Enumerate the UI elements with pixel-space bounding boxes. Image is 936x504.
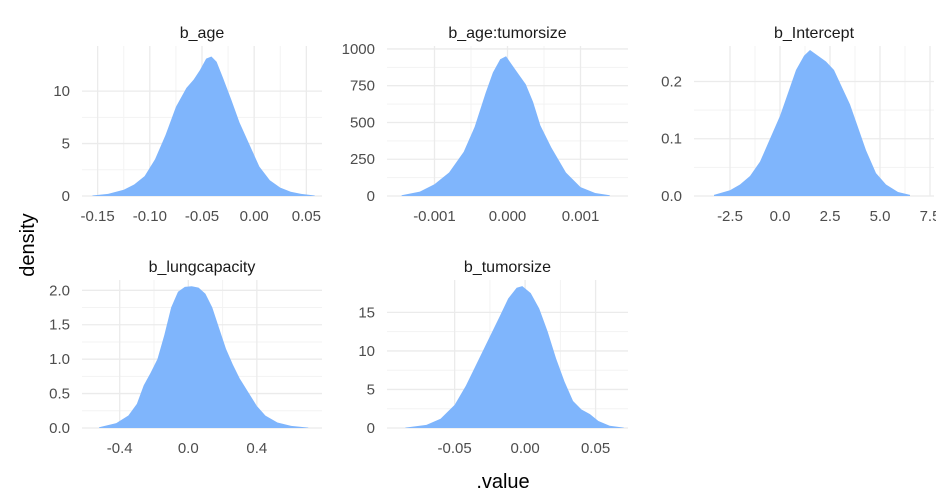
y-tick-label: 5 — [62, 136, 70, 153]
x-tick-label: -0.001 — [413, 208, 456, 225]
y-tick-label: 15 — [358, 304, 375, 321]
x-tick-label: -0.10 — [133, 208, 167, 225]
density-area — [92, 56, 315, 196]
y-tick-label: 0.0 — [661, 188, 682, 205]
y-tick-label: 0 — [62, 188, 70, 205]
x-tick-label: 0.4 — [246, 440, 267, 457]
facet-title: b_Intercept — [774, 25, 855, 42]
x-tick-label: 0.00 — [511, 440, 540, 457]
facet-panel: b_lungcapacity -0.4 0.0 0.4 0.0 0.5 1.0 1.5 2.0 — [49, 259, 322, 457]
y-tick-label: 0 — [367, 420, 375, 437]
facet-panel: b_age -0.15 -0.10 -0.05 0.00 0.05 0 5 10 — [53, 25, 322, 225]
x-tick-label: -2.5 — [717, 208, 743, 225]
y-tick-label: 0 — [367, 188, 375, 205]
x-tick-label: 0.0 — [178, 440, 199, 457]
x-tick-label: 0.0 — [770, 208, 791, 225]
y-tick-label: 0.0 — [49, 420, 70, 437]
y-tick-label: 10 — [358, 343, 375, 360]
y-tick-label: 10 — [53, 83, 70, 100]
density-area — [405, 286, 624, 428]
facet-panel: b_Intercept -2.5 0.0 2.5 5.0 7.5 0.0 0.1 0.2 — [661, 25, 936, 225]
facet-title: b_tumorsize — [464, 259, 551, 276]
y-tick-label: 1.0 — [49, 351, 70, 368]
density-area — [714, 50, 910, 197]
x-tick-label: 0.001 — [562, 208, 600, 225]
y-tick-label: 0.2 — [661, 73, 682, 90]
x-axis-title: .value — [476, 471, 529, 493]
y-tick-label: 2.0 — [49, 282, 70, 299]
x-tick-label: 7.5 — [920, 208, 936, 225]
y-tick-label: 1.5 — [49, 317, 70, 334]
facet-panels: b_age-0.15 -0.10 -0.05 0.00 0.050510b_age:tu… — [49, 25, 936, 457]
x-tick-label: -0.05 — [438, 440, 472, 457]
x-tick-label: -0.15 — [81, 208, 115, 225]
density-area — [99, 286, 309, 428]
y-tick-label: 5 — [367, 381, 375, 398]
x-tick-label: 5.0 — [870, 208, 891, 225]
y-tick-label: 0.5 — [49, 386, 70, 403]
x-tick-label: 0.05 — [292, 208, 321, 225]
x-tick-label: -0.4 — [107, 440, 133, 457]
x-tick-label: -0.05 — [185, 208, 219, 225]
facet-title: b_age:tumorsize — [448, 25, 566, 42]
y-tick-label: 250 — [350, 151, 375, 168]
y-tick-label: 750 — [350, 78, 375, 95]
facet-title: b_lungcapacity — [149, 259, 256, 276]
x-tick-label: 2.5 — [820, 208, 841, 225]
facet-title: b_age — [180, 25, 225, 42]
density-area — [401, 56, 610, 196]
x-tick-label: 0.000 — [489, 208, 527, 225]
y-tick-label: 0.1 — [661, 131, 682, 148]
y-tick-label: 500 — [350, 114, 375, 131]
x-tick-label: 0.00 — [240, 208, 269, 225]
y-tick-label: 1000 — [342, 41, 375, 58]
y-axis-title: density — [17, 213, 39, 276]
x-tick-label: 0.05 — [581, 440, 610, 457]
facet-panel: b_age:tumorsize -0.001 0.000 0.001 0 250 500 75… — [342, 25, 628, 225]
facet-panel: b_tumorsize -0.05 0.00 0.05 0 5 10 15 — [358, 259, 628, 457]
